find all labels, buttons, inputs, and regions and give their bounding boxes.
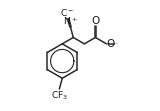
Text: O: O [107, 39, 115, 49]
Text: methyl: methyl [114, 43, 119, 45]
Text: CF$_3$: CF$_3$ [51, 90, 68, 102]
Text: N$^+$: N$^+$ [63, 15, 77, 27]
Text: O: O [91, 16, 100, 26]
Text: C$^-$: C$^-$ [60, 7, 75, 18]
